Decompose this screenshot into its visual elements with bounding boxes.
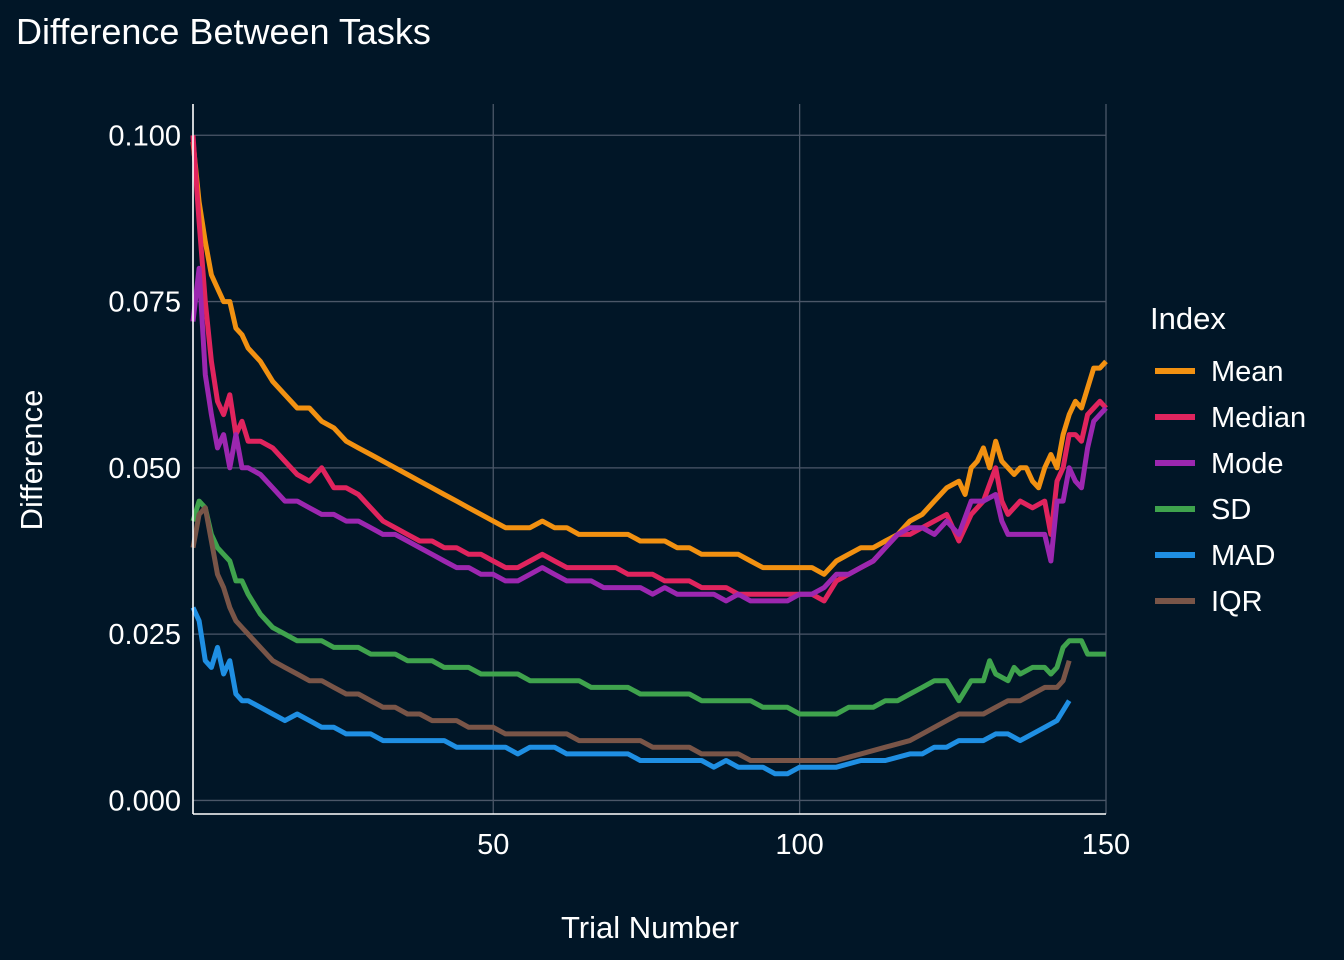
series-line-mean [190, 141, 1108, 577]
x-tick-label: 100 [775, 829, 823, 861]
series-line-median [190, 135, 1108, 604]
y-tick-label: 0.075 [108, 287, 181, 319]
x-tick-label: 150 [1082, 829, 1130, 861]
y-tick-label: 0.000 [108, 785, 181, 817]
y-tick-label: 0.050 [108, 453, 181, 485]
y-tick-label: 0.100 [108, 120, 181, 152]
series-line-mode [190, 265, 1108, 604]
legend-label-sd: SD [1211, 494, 1251, 526]
axes [192, 104, 1106, 815]
legend-label-median: Median [1211, 402, 1306, 434]
legend-label-iqr: IQR [1211, 586, 1263, 618]
x-axis-label: Trial Number [561, 910, 739, 945]
y-tick-label: 0.025 [108, 619, 181, 651]
legend-title: Index [1150, 301, 1226, 336]
series-line-mad [190, 606, 1072, 777]
legend-label-mad: MAD [1211, 540, 1275, 572]
series-line-iqr [190, 505, 1072, 763]
chart-title: Difference Between Tasks [16, 11, 431, 52]
legend-label-mode: Mode [1211, 448, 1284, 480]
grid [193, 104, 1107, 814]
tick-labels: 0.000 0.025 0.050 0.075 0.100 50 100 150 [108, 120, 1130, 861]
legend: Index Mean Median Mode SD MAD IQR [1150, 301, 1306, 618]
legend-label-mean: Mean [1211, 356, 1284, 388]
x-tick-label: 50 [477, 829, 509, 861]
y-axis-label: Difference [14, 390, 49, 531]
series-line-sd [190, 498, 1106, 717]
series-lines [190, 135, 1108, 777]
